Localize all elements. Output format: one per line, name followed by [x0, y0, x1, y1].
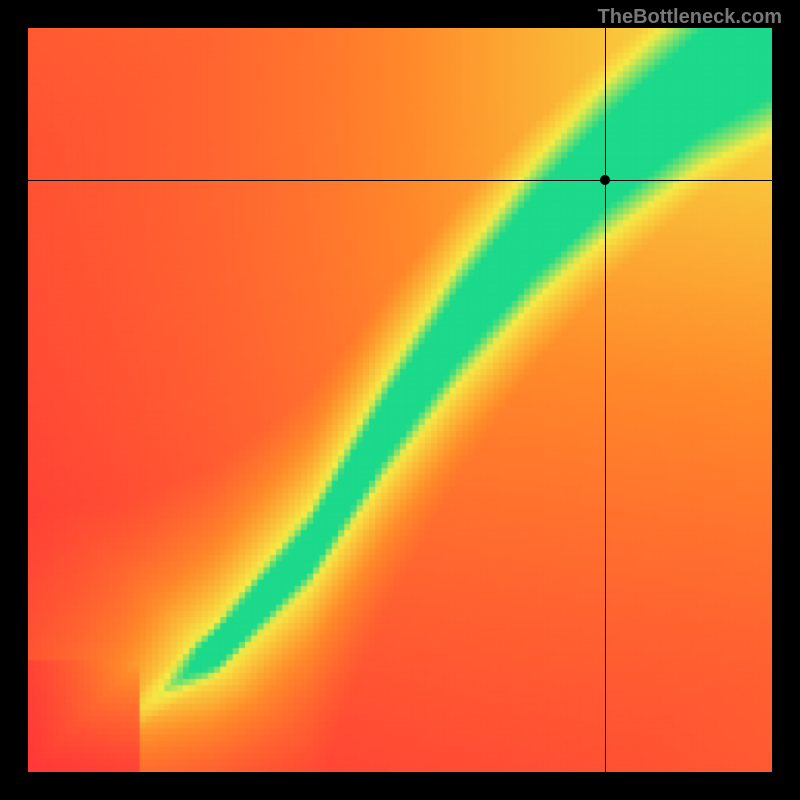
- watermark-text: TheBottleneck.com: [598, 6, 782, 29]
- heatmap-plot: [28, 28, 772, 772]
- crosshair-vertical: [605, 28, 606, 772]
- crosshair-marker: [600, 175, 610, 185]
- crosshair-horizontal: [28, 180, 772, 181]
- heatmap-canvas: [28, 28, 772, 772]
